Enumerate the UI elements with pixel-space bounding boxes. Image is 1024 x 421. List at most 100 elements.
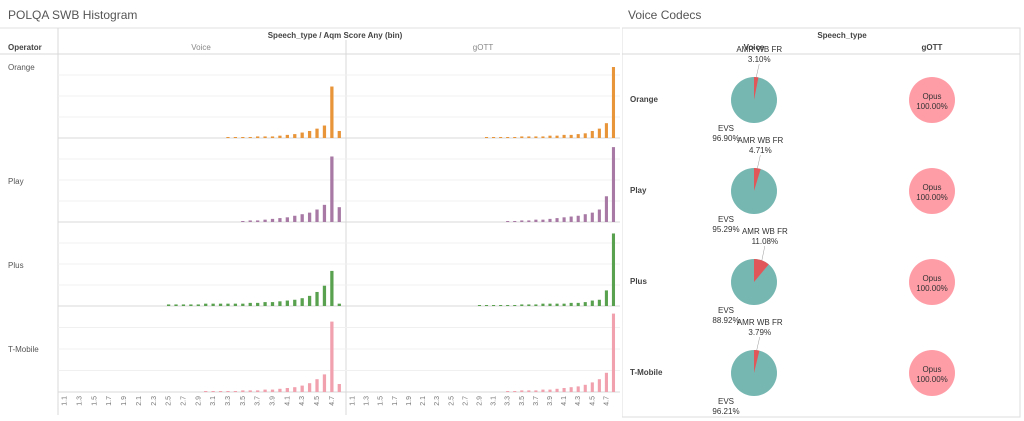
hist-bar-play-gott xyxy=(604,196,608,222)
hist-bar-orange-voice xyxy=(256,136,260,138)
pie-t-mobile-voice-major-label: EVS xyxy=(718,397,734,406)
pie-t-mobile-gott-label: Opus xyxy=(922,365,941,374)
hist-bar-t-mobile-voice xyxy=(293,387,297,392)
codecs-row-label-tmobile: T-Mobile xyxy=(630,368,663,377)
hist-bar-plus-voice xyxy=(211,303,215,306)
hist-x-tick-label: 4.7 xyxy=(603,396,610,406)
hist-bar-play-voice xyxy=(330,156,334,222)
hist-bar-t-mobile-gott xyxy=(513,391,517,392)
pie-orange-voice-leader-line xyxy=(755,63,760,78)
hist-x-tick-label: 2.7 xyxy=(462,396,469,406)
pie-orange-gott-slice-opus xyxy=(909,77,955,123)
hist-bar-play-gott xyxy=(555,218,559,222)
hist-bar-play-voice xyxy=(293,215,297,222)
pie-plus-voice-slice-amr-wb-fr xyxy=(754,259,769,282)
pie-play-voice-leader-line xyxy=(757,154,761,169)
hist-x-tick-label: 4.5 xyxy=(589,396,596,406)
hist-bar-t-mobile-voice xyxy=(248,390,252,392)
hist-x-tick-label: 3.1 xyxy=(210,396,217,406)
hist-bar-play-voice xyxy=(270,218,275,222)
hist-row-header: Operator xyxy=(8,43,42,52)
hist-bar-orange-gott xyxy=(520,136,524,138)
hist-bar-orange-gott xyxy=(548,135,552,138)
pie-plus-gott-label: Opus xyxy=(922,274,941,283)
hist-bar-t-mobile-voice xyxy=(226,391,230,392)
hist-x-tick-label: 2.9 xyxy=(195,396,202,406)
pie-t-mobile-voice-major-value: 96.21% xyxy=(712,407,739,416)
hist-bar-orange-gott xyxy=(583,133,587,138)
hist-x-tick-label: 4.1 xyxy=(561,396,568,406)
hist-bar-plus-voice xyxy=(241,303,245,306)
hist-bar-plus-gott xyxy=(555,303,559,306)
hist-bar-orange-gott xyxy=(484,137,489,138)
pie-play-gott-value: 100.00% xyxy=(916,193,948,202)
hist-bar-orange-gott xyxy=(576,134,580,138)
hist-bar-t-mobile-gott xyxy=(548,389,552,392)
hist-bar-t-mobile-gott xyxy=(576,386,580,392)
pie-plus-voice-major-label: EVS xyxy=(718,306,734,315)
hist-bar-plus-voice xyxy=(270,302,275,306)
hist-bar-play-voice xyxy=(322,204,327,222)
pie-play-voice-slice-amr-wb-fr xyxy=(754,168,761,191)
hist-x-tick-label: 4.7 xyxy=(329,396,336,406)
hist-bar-t-mobile-gott xyxy=(569,387,573,392)
hist-bar-play-gott xyxy=(611,147,616,222)
hist-bar-orange-gott xyxy=(569,134,573,138)
hist-bar-plus-voice xyxy=(285,300,289,306)
hist-bar-t-mobile-voice xyxy=(256,390,260,392)
hist-x-tick-label: 2.5 xyxy=(448,396,455,406)
hist-bar-plus-gott xyxy=(520,304,524,306)
hist-bar-t-mobile-gott xyxy=(611,313,616,392)
hist-bar-plus-voice xyxy=(337,303,341,306)
hist-bar-t-mobile-voice xyxy=(204,391,208,392)
hist-bar-orange-gott xyxy=(499,137,503,138)
hist-bar-orange-voice xyxy=(315,128,319,138)
hist-bar-plus-gott xyxy=(569,302,573,306)
hist-x-tick-label: 1.9 xyxy=(121,396,128,406)
hist-bar-plus-voice xyxy=(181,304,186,306)
hist-bar-t-mobile-voice xyxy=(278,388,282,392)
hist-bar-plus-gott xyxy=(513,305,517,306)
hist-bar-plus-gott xyxy=(562,303,566,306)
hist-bar-orange-gott xyxy=(534,136,538,138)
hist-bar-plus-gott xyxy=(541,303,545,306)
hist-x-tick-label: 3.9 xyxy=(270,396,277,406)
hist-x-tick-label: 4.3 xyxy=(299,396,306,406)
hist-bar-t-mobile-voice xyxy=(330,321,334,392)
pie-play-gott-label: Opus xyxy=(922,183,941,192)
hist-bar-orange-gott xyxy=(590,130,594,138)
pie-t-mobile-voice-minor-value: 3.79% xyxy=(748,328,771,337)
pie-orange-voice-minor-value: 3.10% xyxy=(748,55,771,64)
hist-bar-orange-voice xyxy=(248,137,252,138)
hist-x-tick-label: 2.9 xyxy=(476,396,483,406)
hist-bar-plus-gott xyxy=(506,305,510,306)
hist-x-tick-label: 3.5 xyxy=(240,396,247,406)
hist-x-tick-label: 4.1 xyxy=(284,396,291,406)
hist-bar-plus-voice xyxy=(293,299,297,306)
pie-t-mobile-gott-value: 100.00% xyxy=(916,375,948,384)
pie-play-voice-minor-value: 4.71% xyxy=(749,146,772,155)
hist-x-tick-label: 2.3 xyxy=(434,396,441,406)
codecs-column-header: Speech_type xyxy=(817,31,867,40)
hist-bar-plus-gott xyxy=(576,302,580,306)
hist-bar-play-voice xyxy=(263,219,267,222)
hist-bar-t-mobile-gott xyxy=(597,379,601,392)
hist-bar-orange-voice xyxy=(270,136,275,138)
hist-x-tick-label: 1.7 xyxy=(106,396,113,406)
hist-bar-plus-voice xyxy=(330,270,334,306)
hist-bar-play-voice xyxy=(315,209,319,222)
hist-bar-orange-gott xyxy=(604,123,608,138)
pie-orange-voice-major-value: 96.90% xyxy=(712,134,739,143)
hist-bar-orange-voice xyxy=(241,137,245,138)
hist-bar-play-gott xyxy=(590,212,594,222)
hist-bar-orange-gott xyxy=(611,67,616,138)
hist-bar-plus-gott xyxy=(604,290,608,306)
hist-bar-t-mobile-voice xyxy=(337,384,341,392)
hist-row-label-orange: Orange xyxy=(8,63,35,72)
hist-bar-plus-voice xyxy=(315,291,319,306)
hist-x-tick-label: 2.5 xyxy=(166,396,173,406)
hist-bar-orange-gott xyxy=(506,137,510,138)
hist-bar-play-voice xyxy=(337,207,341,222)
hist-x-tick-label: 1.5 xyxy=(378,396,385,406)
hist-bar-play-voice xyxy=(248,220,252,222)
